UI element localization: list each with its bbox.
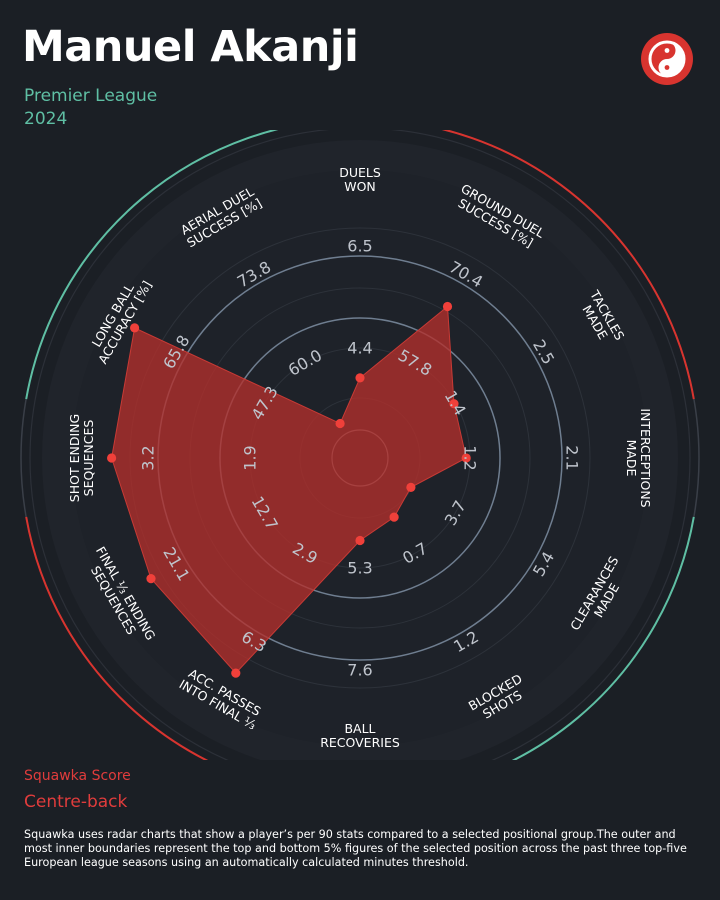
stat-point-6 (389, 512, 399, 522)
axis-label-1: DUELS WON (339, 165, 381, 194)
methodology-note: Squawka uses radar charts that show a pl… (24, 828, 687, 869)
axis-label-line: INTERCEPTIONS (638, 408, 653, 507)
frame-arc-red-bottom (25, 516, 209, 760)
radar-chart: 4.46.557.870.41.42.51.2 2.13.75.40.71.25.… (20, 130, 700, 760)
position-group: Centre-back (24, 792, 128, 812)
tick-label-7-2: 7.6 (347, 661, 372, 680)
stat-point-2 (442, 301, 453, 312)
stat-point-1 (355, 373, 365, 383)
tick-label-1-2: 6.5 (347, 237, 372, 256)
season-year: 2024 (24, 109, 68, 129)
tick-label-4-2: 2.1 (563, 445, 582, 470)
tick-label-10-1: 1.9 (241, 445, 260, 470)
axis-label-7: BALL RECOVERIES (320, 721, 400, 750)
outer-frame-ring (20, 130, 700, 760)
stat-point-12 (335, 418, 345, 429)
stat-point-3 (449, 399, 459, 409)
frame-arc-red-right (441, 130, 695, 400)
axis-label-line: RECOVERIES (320, 735, 400, 750)
axis-label-10: SHOT ENDINGSEQUENCES (67, 414, 96, 502)
stat-point-11 (130, 323, 140, 333)
axis-label-line: BALL (344, 721, 375, 736)
axis-label-line: SEQUENCES (81, 420, 96, 497)
tick-label-10-2: 3.2 (139, 445, 158, 470)
axis-label-line: DUELS (339, 165, 381, 180)
squawka-logo-icon (641, 33, 693, 85)
player-name: Manuel Akanji (22, 22, 359, 72)
frame-arc-green-left (25, 130, 279, 400)
tick-label-1-1: 4.4 (347, 339, 372, 358)
stat-point-4 (461, 453, 471, 463)
tick-label-7-1: 5.3 (347, 559, 372, 578)
axis-label-4: INTERCEPTIONSMADE (624, 408, 653, 507)
axis-label-line: WON (344, 179, 376, 194)
stat-point-5 (406, 482, 416, 492)
stat-point-9 (146, 574, 156, 584)
axis-label-line: MADE (624, 440, 639, 477)
score-label: Squawka Score (24, 768, 131, 784)
axis-label-line: SHOT ENDING (67, 414, 82, 502)
stat-point-10 (107, 453, 117, 463)
inner-frame-ring (29, 130, 691, 760)
league-name: Premier League (24, 86, 158, 106)
stat-point-8 (231, 668, 241, 678)
frame-arc-green-bottom (511, 516, 695, 760)
stat-point-7 (355, 535, 365, 546)
tick-label-4-1: 1.2 (461, 445, 480, 470)
